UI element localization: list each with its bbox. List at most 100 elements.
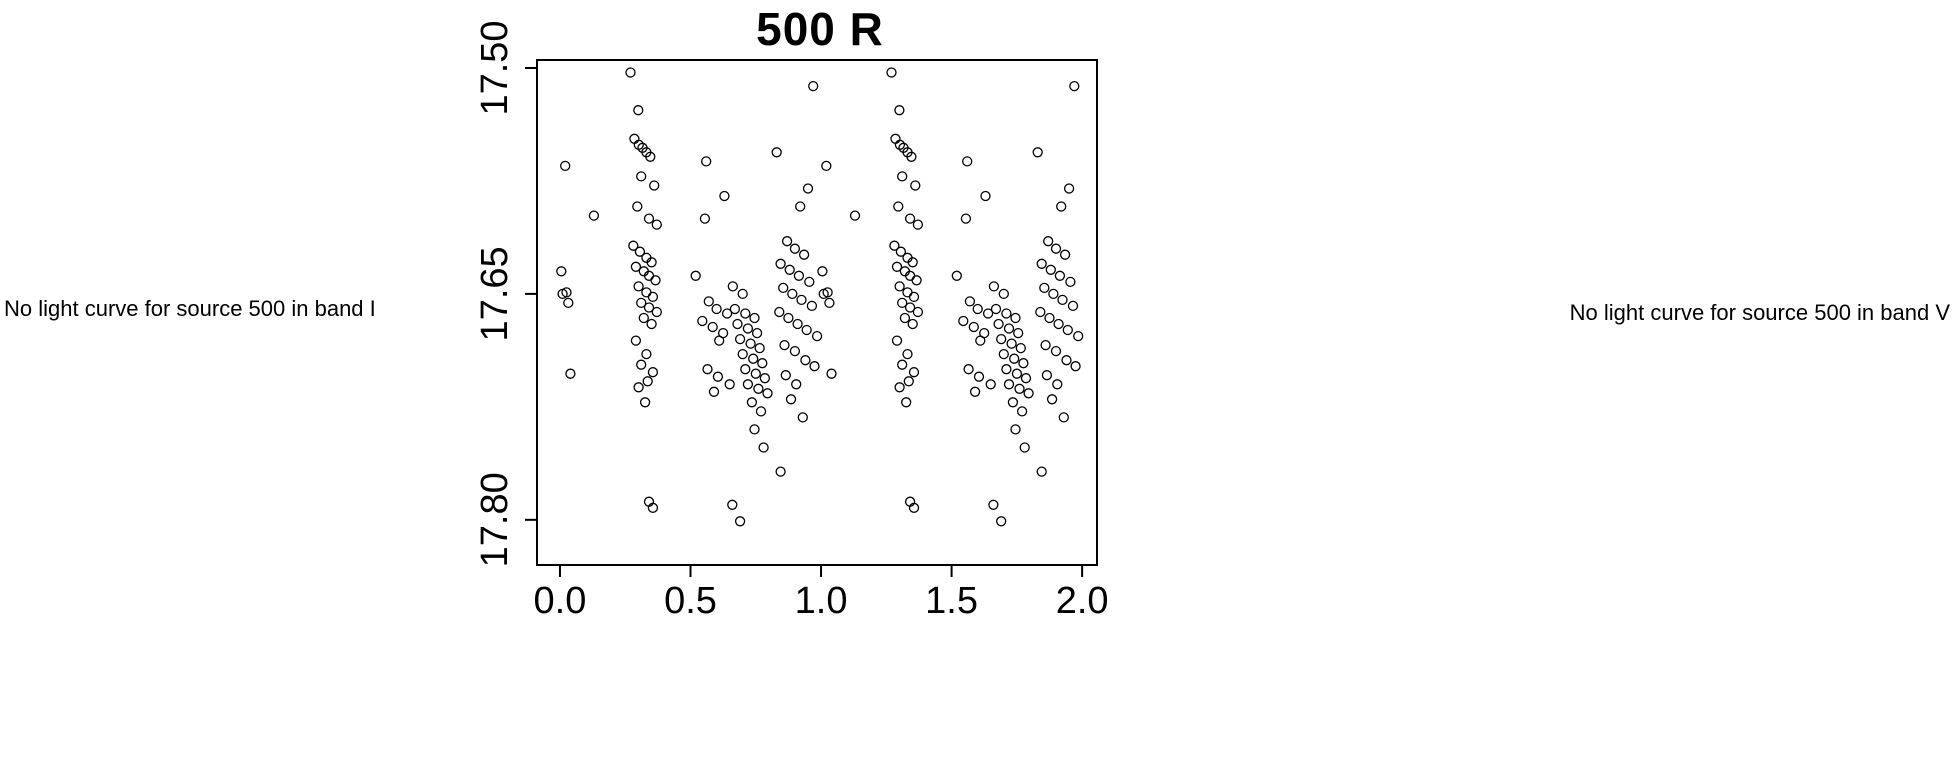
- data-point: [826, 368, 837, 379]
- data-point: [749, 424, 760, 435]
- data-point: [749, 312, 760, 324]
- data-point: [1040, 339, 1051, 351]
- data-point: [899, 312, 911, 324]
- data-point: [729, 303, 741, 315]
- data-point: [632, 201, 643, 212]
- data-point: [561, 287, 572, 298]
- data-point: [821, 160, 832, 172]
- data-point: [990, 303, 1002, 315]
- data-point: [734, 516, 746, 527]
- data-point: [758, 442, 769, 453]
- data-point: [975, 335, 986, 346]
- data-point: [980, 190, 991, 202]
- data-point: [649, 180, 660, 191]
- data-point: [912, 219, 924, 230]
- data-point: [902, 348, 913, 360]
- data-point: [727, 499, 738, 510]
- data-point: [630, 261, 642, 272]
- data-point: [588, 210, 600, 221]
- data-point: [1001, 364, 1012, 375]
- data-point: [1056, 201, 1067, 212]
- data-point: [960, 213, 972, 224]
- data-point: [894, 281, 905, 292]
- data-point: [647, 367, 659, 378]
- data-point: [1062, 324, 1073, 336]
- data-point: [1006, 338, 1017, 349]
- data-point: [890, 133, 901, 144]
- data-point: [1058, 412, 1069, 423]
- y-tick-label: 17.65: [474, 246, 516, 341]
- data-point: [751, 327, 763, 339]
- data-point: [1016, 406, 1028, 417]
- data-point: [1070, 361, 1081, 372]
- data-point: [903, 376, 914, 387]
- data-point: [1015, 342, 1026, 354]
- data-point: [1036, 258, 1047, 269]
- data-point: [910, 180, 921, 191]
- data-point: [707, 321, 718, 333]
- data-point: [907, 318, 918, 330]
- data-point: [651, 306, 662, 318]
- data-point: [1050, 243, 1062, 254]
- data-point: [563, 297, 574, 309]
- data-point: [1061, 355, 1072, 366]
- data-point: [795, 201, 806, 212]
- data-point: [1032, 147, 1043, 158]
- data-point: [895, 246, 907, 257]
- data-point: [1003, 323, 1015, 334]
- data-point: [789, 345, 801, 357]
- data-point: [958, 315, 969, 327]
- data-point: [645, 151, 656, 162]
- data-point: [774, 306, 785, 318]
- data-point: [625, 67, 636, 78]
- data-point: [908, 291, 920, 303]
- data-point: [901, 397, 912, 408]
- data-point: [740, 308, 751, 319]
- data-point: [951, 270, 962, 281]
- data-point: [638, 312, 649, 324]
- data-point: [891, 335, 903, 346]
- data-point: [785, 394, 797, 405]
- data-point: [889, 240, 900, 251]
- data-point: [633, 382, 644, 393]
- data-point: [894, 105, 905, 116]
- data-point: [712, 371, 724, 382]
- data-point: [964, 296, 976, 307]
- data-point: [1065, 276, 1076, 288]
- data-point: [721, 308, 733, 319]
- data-point: [1054, 270, 1066, 281]
- data-point: [750, 368, 761, 379]
- data-point: [560, 160, 571, 172]
- data-point: [808, 80, 819, 92]
- data-point: [642, 376, 653, 387]
- data-point: [908, 367, 920, 378]
- data-point: [771, 147, 782, 158]
- data-point: [911, 275, 922, 286]
- data-point: [629, 133, 640, 144]
- data-point: [996, 516, 1007, 527]
- data-point: [633, 105, 644, 116]
- data-point: [904, 302, 916, 313]
- data-point: [1019, 442, 1030, 453]
- data-point: [636, 297, 647, 309]
- data-point: [998, 288, 1009, 300]
- data-point: [701, 156, 712, 167]
- data-point: [639, 397, 651, 408]
- data-point: [775, 258, 786, 269]
- data-point: [1063, 183, 1075, 194]
- data-point: [556, 266, 567, 277]
- data-point: [787, 288, 798, 300]
- x-tick-label: 2.0: [1056, 580, 1109, 622]
- data-point: [779, 339, 790, 351]
- data-point: [1073, 330, 1084, 342]
- data-point: [1018, 358, 1029, 369]
- data-point: [636, 171, 647, 182]
- data-point: [1010, 312, 1021, 324]
- data-point: [1009, 353, 1020, 364]
- data-point: [963, 364, 974, 375]
- data-point: [897, 297, 908, 309]
- data-point: [565, 368, 576, 379]
- data-point: [894, 139, 906, 150]
- data-point: [908, 502, 920, 513]
